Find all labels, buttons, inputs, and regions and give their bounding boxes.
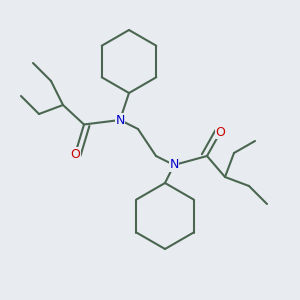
Text: O: O [70, 148, 80, 161]
Text: N: N [169, 158, 179, 172]
Text: O: O [216, 125, 225, 139]
Text: N: N [115, 113, 125, 127]
